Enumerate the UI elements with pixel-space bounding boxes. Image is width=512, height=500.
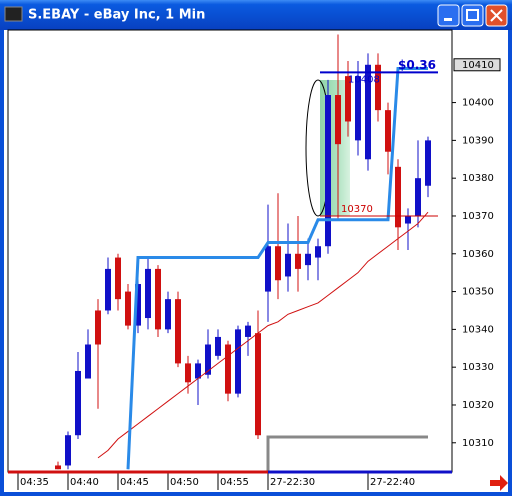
y-tick-label: 10310 bbox=[462, 438, 494, 449]
candle-body bbox=[115, 257, 121, 300]
candle-body bbox=[265, 246, 271, 292]
candle-body bbox=[335, 95, 341, 145]
indicator-line bbox=[97, 211, 429, 459]
annotation: $0.36 bbox=[398, 58, 436, 72]
level-label: 10370 bbox=[341, 204, 373, 215]
y-tick-label: 10320 bbox=[462, 400, 494, 411]
x-tick-label: 27-22:40 bbox=[370, 477, 415, 488]
candle-body bbox=[285, 253, 291, 277]
title-bar bbox=[0, 0, 512, 30]
candle-body bbox=[325, 95, 331, 247]
candle-body bbox=[205, 344, 211, 375]
candle-body bbox=[65, 435, 71, 466]
y-tick-label: 10340 bbox=[462, 324, 494, 335]
last-price-box bbox=[453, 58, 501, 72]
candle-body bbox=[315, 246, 321, 258]
y-tick-label: 10400 bbox=[462, 98, 494, 109]
x-tick-label: 04:45 bbox=[120, 477, 149, 488]
candle-body bbox=[295, 253, 301, 269]
candle-body bbox=[215, 336, 221, 356]
x-tick-label: 04:55 bbox=[220, 477, 249, 488]
x-tick-label: 04:35 bbox=[20, 477, 49, 488]
candle-body bbox=[175, 299, 181, 364]
y-tick-label: 10390 bbox=[462, 135, 494, 146]
last-price-label: 10410 bbox=[462, 60, 494, 71]
candle-body bbox=[345, 76, 351, 122]
candle-body bbox=[385, 110, 391, 152]
candle-body bbox=[105, 268, 111, 311]
y-tick-label: 10330 bbox=[462, 362, 494, 373]
candle-body bbox=[185, 363, 191, 383]
candle-body bbox=[395, 166, 401, 228]
candle-body bbox=[255, 333, 261, 436]
level-label: 10408 bbox=[348, 74, 380, 85]
minimize-button[interactable] bbox=[437, 4, 460, 27]
candle-body bbox=[165, 299, 171, 330]
candle-body bbox=[375, 64, 381, 111]
x-tick-label: 04:50 bbox=[170, 477, 199, 488]
x-tick-label: 04:40 bbox=[70, 477, 99, 488]
y-tick-label: 10350 bbox=[462, 287, 494, 298]
candle-body bbox=[95, 310, 101, 345]
x-tick-label: 27-22:30 bbox=[270, 477, 315, 488]
candle-body bbox=[305, 253, 311, 266]
candle-body bbox=[365, 64, 371, 160]
candle-body bbox=[405, 215, 411, 224]
y-tick-label: 10380 bbox=[462, 173, 494, 184]
candle-body bbox=[135, 284, 141, 326]
close-icon bbox=[490, 9, 503, 22]
candle-body bbox=[125, 291, 131, 326]
minimize-icon bbox=[444, 18, 452, 21]
candle-body bbox=[145, 268, 151, 319]
y-tick-label: 10370 bbox=[462, 211, 494, 222]
candle-body bbox=[155, 268, 161, 330]
candle-body bbox=[275, 246, 281, 281]
candle-body bbox=[425, 140, 431, 186]
candle-body bbox=[245, 325, 251, 337]
candle-body bbox=[235, 329, 241, 394]
indicator-line bbox=[126, 67, 428, 470]
candle-body bbox=[75, 370, 81, 436]
y-tick-label: 10360 bbox=[462, 249, 494, 260]
candle-body bbox=[415, 178, 421, 216]
candle-body bbox=[225, 344, 231, 394]
scroll-arrow[interactable] bbox=[490, 475, 508, 491]
candle-body bbox=[55, 465, 61, 470]
app-icon bbox=[4, 6, 23, 22]
candle-body bbox=[195, 363, 201, 379]
candle-body bbox=[355, 76, 361, 141]
maximize-button[interactable] bbox=[461, 4, 484, 27]
gray-marker bbox=[266, 435, 428, 472]
window-title: S.EBAY - eBay Inc, 1 Min bbox=[28, 8, 205, 23]
maximize-icon bbox=[466, 9, 479, 21]
candle-body bbox=[85, 344, 91, 379]
